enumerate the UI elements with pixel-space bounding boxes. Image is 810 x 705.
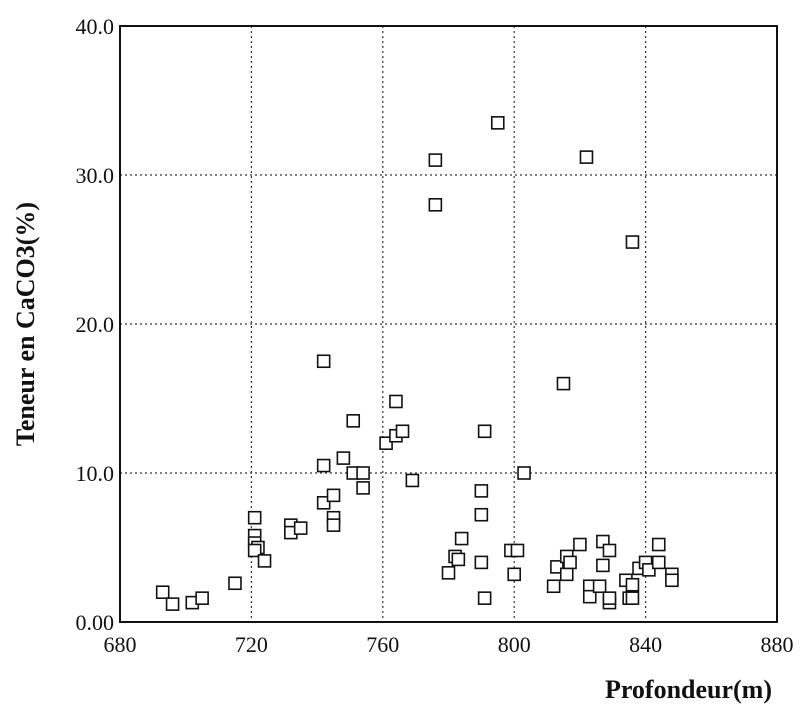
data-point xyxy=(474,484,489,498)
data-point xyxy=(326,488,341,503)
data-point xyxy=(474,507,489,522)
data-point xyxy=(563,555,577,570)
data-point xyxy=(228,576,242,591)
data-point xyxy=(257,554,272,568)
data-point xyxy=(326,518,341,532)
data-point xyxy=(642,563,656,577)
data-point xyxy=(665,573,679,588)
data-point xyxy=(582,589,597,604)
data-point xyxy=(356,481,370,495)
data-point xyxy=(602,591,617,605)
data-point xyxy=(517,466,531,480)
data-point xyxy=(546,579,561,594)
y-tick-label: 40.0 xyxy=(76,14,115,39)
data-point xyxy=(602,543,617,558)
data-point xyxy=(477,424,492,439)
data-point xyxy=(556,376,571,391)
data-point xyxy=(356,466,370,480)
data-point xyxy=(316,495,331,510)
data-point xyxy=(625,577,640,592)
data-point xyxy=(428,153,443,167)
x-tick-label: 720 xyxy=(235,632,268,657)
data-point xyxy=(336,451,351,465)
data-point xyxy=(579,150,594,164)
data-point xyxy=(454,531,469,546)
y-tick-label: 30.0 xyxy=(76,163,115,188)
data-point xyxy=(165,597,180,611)
data-point xyxy=(379,436,393,451)
data-point xyxy=(651,537,666,552)
data-point xyxy=(559,567,574,582)
data-point xyxy=(195,591,209,605)
data-point xyxy=(293,521,308,535)
y-axis-title: Teneur en CaCO3(%) xyxy=(11,202,40,446)
data-point xyxy=(395,424,410,439)
data-point xyxy=(477,591,492,605)
data-point xyxy=(346,414,361,428)
data-point xyxy=(247,543,262,558)
data-point xyxy=(389,394,403,409)
data-point xyxy=(405,473,420,488)
data-point xyxy=(507,567,522,582)
data-point xyxy=(490,116,505,130)
y-tick-labels: 0.00 10.0 20.0 30.0 40.0 xyxy=(76,14,115,635)
data-point xyxy=(451,552,466,567)
data-point xyxy=(155,585,170,600)
x-tick-label: 840 xyxy=(629,632,662,657)
data-point xyxy=(651,555,666,570)
data-point xyxy=(592,579,607,594)
data-point xyxy=(550,560,564,574)
data-point xyxy=(428,198,443,212)
data-point xyxy=(510,543,525,558)
data-point xyxy=(625,591,640,605)
plot-frame xyxy=(119,25,778,623)
data-point xyxy=(573,537,587,552)
data-points xyxy=(155,116,679,611)
x-tick-labels: 680 720 760 800 840 880 xyxy=(104,632,794,657)
y-tick-label: 0.00 xyxy=(76,610,115,635)
x-tick-label: 800 xyxy=(498,632,531,657)
data-point xyxy=(316,458,331,473)
grid-lines xyxy=(120,26,777,622)
x-tick-label: 680 xyxy=(104,632,137,657)
data-point xyxy=(474,555,489,570)
data-point xyxy=(625,235,640,249)
data-point xyxy=(441,566,456,580)
data-point xyxy=(596,558,610,573)
x-tick-label: 880 xyxy=(761,632,794,657)
data-point xyxy=(247,510,262,525)
x-axis-title: Profondeur(m) xyxy=(605,675,772,704)
y-tick-label: 10.0 xyxy=(76,461,115,486)
x-tick-label: 760 xyxy=(366,632,399,657)
y-tick-label: 20.0 xyxy=(76,312,115,337)
data-point xyxy=(316,354,331,369)
